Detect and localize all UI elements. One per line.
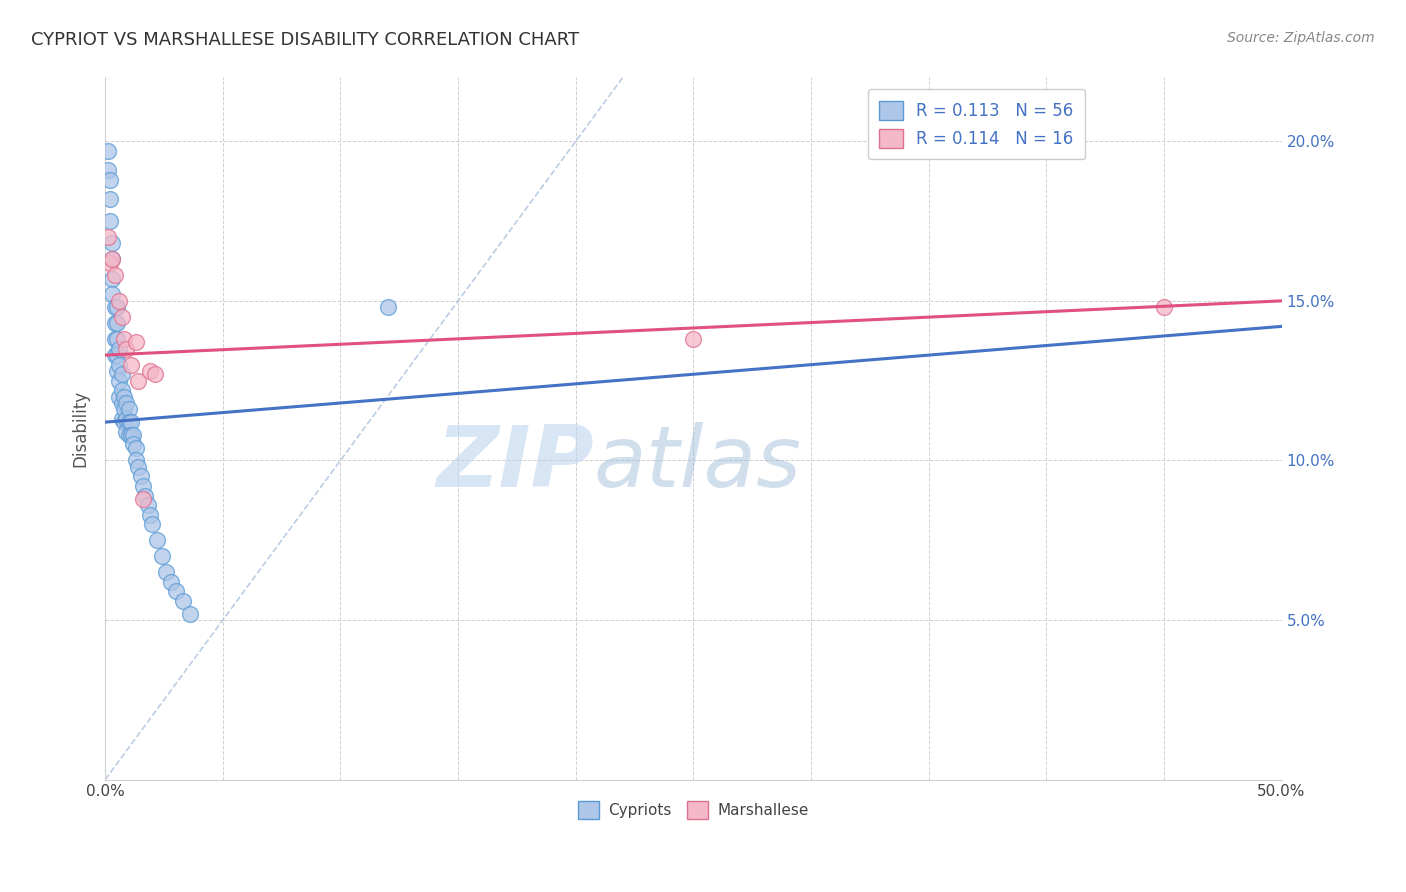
Point (155, 565, 177, 579)
Point (115, 412, 138, 426)
Point (1153, 300, 1175, 314)
Point (101, 252, 124, 267)
Point (105, 300, 128, 314)
Point (112, 402, 135, 417)
Point (120, 358, 142, 372)
Point (682, 332, 704, 346)
Point (108, 358, 131, 372)
Point (97, 163, 120, 178)
Point (104, 348, 127, 362)
Point (104, 300, 127, 314)
Point (101, 271, 124, 285)
Point (112, 332, 135, 346)
Legend: Cypriots, Marshallese: Cypriots, Marshallese (572, 795, 815, 824)
Point (146, 533, 169, 548)
Point (139, 364, 162, 378)
Point (115, 425, 138, 439)
Point (141, 517, 163, 532)
Point (98, 192, 121, 206)
Point (105, 364, 128, 378)
Point (105, 348, 128, 362)
Point (120, 415, 142, 429)
Point (101, 236, 124, 251)
Point (98, 255, 121, 269)
Point (101, 287, 124, 301)
Point (122, 437, 145, 451)
Point (127, 374, 149, 388)
Point (118, 415, 141, 429)
Point (108, 374, 131, 388)
Text: atlas: atlas (593, 422, 801, 505)
Point (108, 390, 131, 404)
Point (377, 300, 399, 314)
Point (101, 252, 124, 267)
Point (134, 489, 156, 503)
Point (111, 368, 134, 382)
Point (172, 594, 194, 608)
Point (127, 459, 149, 474)
Point (108, 342, 131, 356)
Point (179, 607, 201, 621)
Point (165, 584, 187, 599)
Point (112, 390, 135, 404)
Point (105, 332, 128, 346)
Point (122, 428, 145, 442)
Point (108, 293, 131, 308)
Text: ZIP: ZIP (436, 422, 593, 505)
Point (111, 396, 134, 410)
Point (111, 310, 134, 324)
Point (125, 441, 148, 455)
Text: Source: ZipAtlas.com: Source: ZipAtlas.com (1227, 31, 1375, 45)
Point (104, 332, 127, 346)
Point (139, 508, 162, 522)
Point (132, 479, 155, 493)
Point (111, 412, 134, 426)
Point (98, 214, 121, 228)
Point (97, 144, 120, 158)
Point (98, 172, 121, 186)
Point (136, 498, 159, 512)
Point (160, 574, 183, 589)
Point (115, 342, 138, 356)
Point (105, 316, 128, 330)
Text: CYPRIOT VS MARSHALLESE DISABILITY CORRELATION CHART: CYPRIOT VS MARSHALLESE DISABILITY CORREL… (31, 31, 579, 49)
Point (143, 368, 166, 382)
Point (132, 491, 155, 506)
Point (118, 402, 141, 417)
Point (125, 453, 148, 467)
Point (104, 316, 127, 330)
Y-axis label: Disability: Disability (72, 390, 89, 467)
Point (125, 335, 148, 350)
Point (118, 428, 141, 442)
Point (150, 549, 173, 564)
Point (129, 469, 152, 483)
Point (112, 415, 135, 429)
Point (120, 428, 142, 442)
Point (97, 230, 120, 244)
Point (115, 396, 138, 410)
Point (111, 383, 134, 397)
Point (104, 268, 127, 283)
